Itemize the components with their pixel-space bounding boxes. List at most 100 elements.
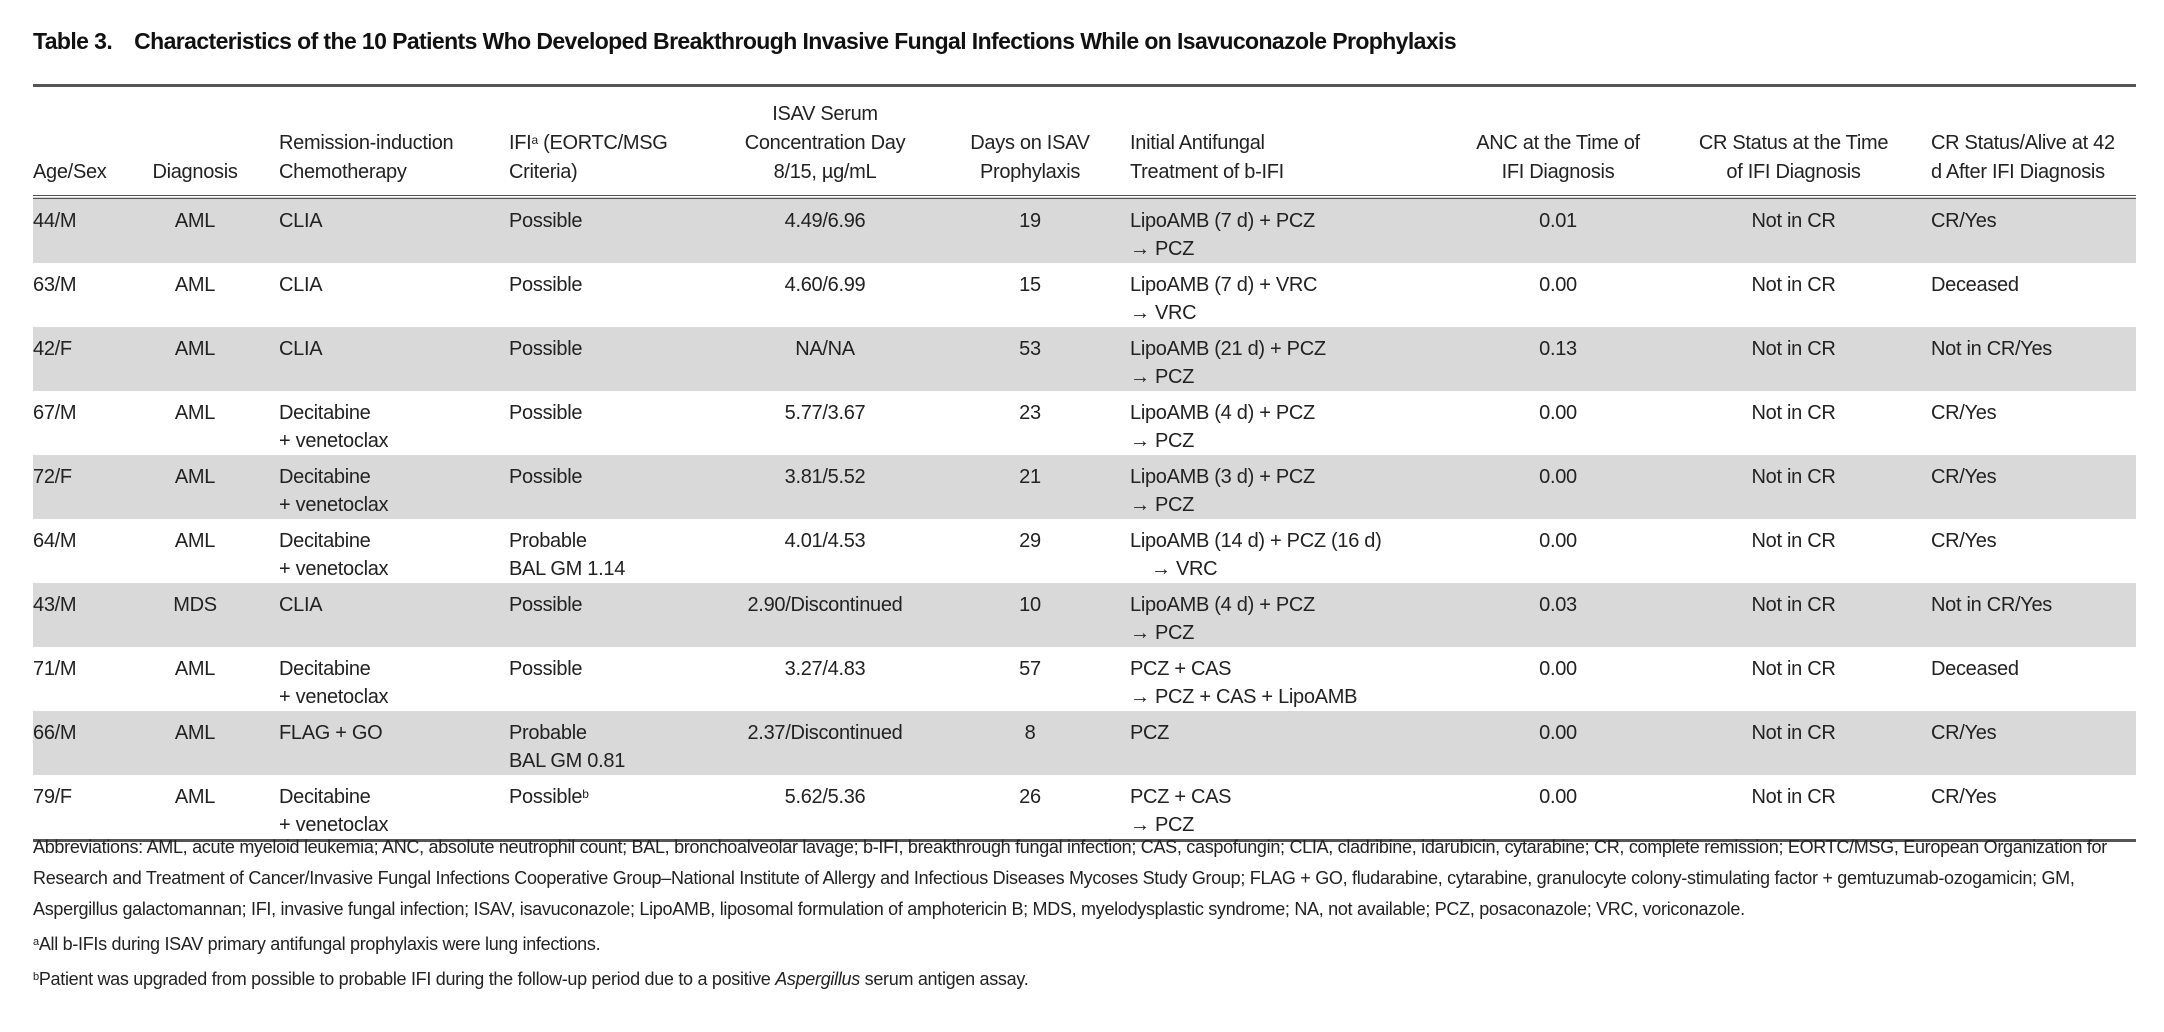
table-row: 71/M AML Decitabine + venetoclax Possible 3.2… <box>33 647 2136 711</box>
cell-days: 26 <box>930 775 1130 842</box>
cell-diagnosis: AML <box>147 711 279 775</box>
column-header: Age/Sex <box>33 87 147 199</box>
cell-isav: 5.77/3.67 <box>784 402 866 424</box>
column-header: ANC at the Time of IFI Diagnosis <box>1460 87 1656 199</box>
table-row: 44/M AML CLIA Possible 4.49/6.96 19 LipoAMB (7… <box>33 197 2136 263</box>
cell-chemo: CLIA <box>279 327 509 391</box>
cell-ifi: Possible <box>509 455 720 519</box>
footnote-a: aAll b-IFIs during ISAV primary antifung… <box>33 934 601 954</box>
cell-isav: 5.62/5.36 <box>720 775 930 842</box>
column-header: IFIa (EORTC/MSG Criteria) <box>509 87 720 199</box>
table-row: 42/F AML CLIA Possible NA/NA 53 LipoAMB (21 d)… <box>33 327 2136 391</box>
cell-anc: 0.00 <box>1460 711 1656 775</box>
column-header: Days on ISAV Prophylaxis <box>930 87 1130 199</box>
cell-anc: 0.00 <box>1539 274 1577 296</box>
cell-isav: 2.37/Discontinued <box>720 711 930 775</box>
cell-anc: 0.00 <box>1539 658 1577 680</box>
cell-ifi: Possible <box>509 197 720 263</box>
cell-age-sex: 67/M <box>33 402 77 424</box>
cell-treatment: LipoAMB (14 d) + PCZ (16 d) → VRC <box>1130 530 1382 580</box>
table-row: 79/F AML Decitabine + venetoclax Possibleb 5.… <box>33 775 2136 842</box>
cell-anc: 0.01 <box>1460 197 1656 263</box>
cell-cr-alive: CR/Yes <box>1931 197 2136 263</box>
cell-treatment: PCZ + CAS → PCZ <box>1130 775 1460 842</box>
cell-diagnosis: AML <box>147 197 279 263</box>
cell-cr-time: Not in CR <box>1751 274 1836 296</box>
table-row: 72/F AML Decitabine + venetoclax Possible 3.8… <box>33 455 2136 519</box>
cell-ifi: Possible <box>509 327 720 391</box>
cell-anc: 0.00 <box>1539 402 1577 424</box>
cell-treatment: LipoAMB (7 d) + PCZ → PCZ <box>1130 197 1460 263</box>
cell-ifi: Possible <box>509 658 583 680</box>
column-header: CR Status/Alive at 42 d After IFI Diagnos… <box>1931 87 2136 199</box>
column-header: Initial Antifungal Treatment of b-IFI <box>1130 87 1460 199</box>
cell-chemo: Decitabine + venetoclax <box>279 402 389 452</box>
cell-treatment: LipoAMB (7 d) + VRC → VRC <box>1130 274 1318 324</box>
cell-treatment: LipoAMB (4 d) + PCZ → PCZ <box>1130 402 1315 452</box>
cell-ifi: Possible <box>509 274 583 296</box>
cell-chemo: CLIA <box>279 274 323 296</box>
cell-days: 57 <box>1019 658 1041 680</box>
cell-ifi: Possible <box>509 402 583 424</box>
cell-anc: 0.00 <box>1460 775 1656 842</box>
cell-cr-time: Not in CR <box>1751 658 1836 680</box>
cell-days: 15 <box>1019 274 1041 296</box>
cell-cr-time: Not in CR <box>1656 327 1931 391</box>
cell-cr-alive: Deceased <box>1931 658 2019 680</box>
cell-cr-alive: CR/Yes <box>1931 455 2136 519</box>
cell-cr-time: Not in CR <box>1656 583 1931 647</box>
cell-isav: 4.60/6.99 <box>784 274 866 296</box>
cell-diagnosis: AML <box>147 455 279 519</box>
table-row: 67/M AML Decitabine + venetoclax Possible 5.7… <box>33 391 2136 455</box>
cell-age-sex: 79/F <box>33 775 147 842</box>
cell-days: 29 <box>1019 530 1041 552</box>
footnote-b: bPatient was upgraded from possible to p… <box>33 969 1029 989</box>
patient-characteristics-table: Age/Sex Diagnosis Remission-induction Chemo… <box>33 87 2136 842</box>
cell-chemo: Decitabine + venetoclax <box>279 530 389 580</box>
cell-chemo: Decitabine + venetoclax <box>279 658 389 708</box>
cell-ifi: Probable BAL GM 0.81 <box>509 711 720 775</box>
cell-age-sex: 64/M <box>33 530 77 552</box>
cell-ifi: Possible <box>509 583 720 647</box>
cell-cr-time: Not in CR <box>1656 711 1931 775</box>
cell-days: 53 <box>930 327 1130 391</box>
cell-age-sex: 66/M <box>33 711 147 775</box>
cell-age-sex: 43/M <box>33 583 147 647</box>
column-header: Remission-induction Chemotherapy <box>279 87 509 199</box>
cell-cr-time: Not in CR <box>1656 455 1931 519</box>
cell-isav: 4.01/4.53 <box>784 530 866 552</box>
cell-cr-alive: Deceased <box>1931 274 2019 296</box>
table-caption: Characteristics of the 10 Patients Who D… <box>134 28 1457 54</box>
column-header: Diagnosis <box>147 87 279 199</box>
cell-chemo: FLAG + GO <box>279 711 509 775</box>
table-row: 66/M AML FLAG + GO Probable BAL GM 0.81 2.37/… <box>33 711 2136 775</box>
table-row: 43/M MDS CLIA Possible 2.90/Discontinued 10 Li… <box>33 583 2136 647</box>
cell-treatment: PCZ <box>1130 711 1460 775</box>
cell-cr-time: Not in CR <box>1656 197 1931 263</box>
cell-diagnosis: AML <box>174 658 216 680</box>
header-row: Age/Sex Diagnosis Remission-induction Chemo… <box>33 87 2136 199</box>
table-number: Table 3. <box>33 28 113 54</box>
table-title: Table 3. Characteristics of the 10 Patien… <box>33 28 1457 55</box>
cell-treatment: LipoAMB (3 d) + PCZ → PCZ <box>1130 455 1460 519</box>
cell-cr-alive: Not in CR/Yes <box>1931 327 2136 391</box>
cell-ifi: Possibleb <box>509 775 720 842</box>
cell-cr-time: Not in CR <box>1751 530 1836 552</box>
cell-chemo: Decitabine + venetoclax <box>279 455 509 519</box>
cell-treatment: PCZ + CAS → PCZ + CAS + LipoAMB <box>1130 658 1358 708</box>
abbreviations-note: Abbreviations: AML, acute myeloid leukem… <box>33 837 2107 919</box>
table-row: 63/M AML CLIA Possible 4.60/6.99 15 LipoAMB (7… <box>33 263 2136 327</box>
cell-anc: 0.00 <box>1460 455 1656 519</box>
table-footnotes: Abbreviations: AML, acute myeloid leukem… <box>33 832 2143 999</box>
cell-cr-alive: CR/Yes <box>1931 775 2136 842</box>
cell-cr-time: Not in CR <box>1656 775 1931 842</box>
cell-age-sex: 72/F <box>33 455 147 519</box>
column-header: CR Status at the Time of IFI Diagnosis <box>1656 87 1931 199</box>
cell-diagnosis: AML <box>174 274 216 296</box>
cell-age-sex: 71/M <box>33 658 77 680</box>
cell-chemo: CLIA <box>279 197 509 263</box>
cell-cr-alive: CR/Yes <box>1931 530 1997 552</box>
cell-anc: 0.13 <box>1460 327 1656 391</box>
top-rule <box>33 84 2136 87</box>
cell-isav: NA/NA <box>720 327 930 391</box>
